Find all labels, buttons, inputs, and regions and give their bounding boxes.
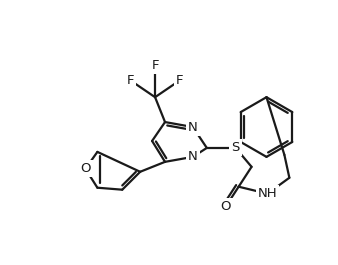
Text: S: S: [232, 142, 240, 154]
Text: O: O: [220, 200, 231, 213]
Text: F: F: [151, 59, 159, 72]
Text: O: O: [80, 162, 91, 175]
Text: F: F: [176, 74, 184, 87]
Text: N: N: [188, 150, 198, 163]
Text: NH: NH: [258, 187, 277, 200]
Text: N: N: [188, 121, 198, 134]
Text: F: F: [126, 74, 134, 87]
